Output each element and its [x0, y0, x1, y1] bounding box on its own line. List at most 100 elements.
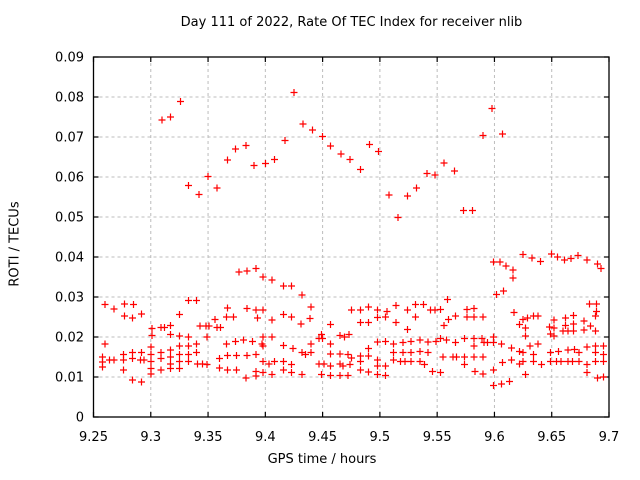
- data-point: [167, 331, 174, 338]
- data-point: [594, 374, 601, 382]
- data-point: [479, 313, 487, 321]
- data-point: [407, 349, 415, 356]
- data-point: [498, 340, 505, 348]
- data-point: [564, 346, 572, 354]
- data-point: [110, 356, 118, 364]
- data-point: [547, 330, 554, 338]
- data-point: [451, 167, 458, 175]
- data-point: [161, 324, 168, 331]
- data-point: [416, 336, 424, 344]
- y-tick-label: 0.05: [55, 211, 84, 226]
- data-point: [526, 342, 534, 350]
- data-point: [365, 368, 372, 376]
- data-point: [224, 366, 231, 374]
- data-point: [374, 362, 381, 370]
- data-point: [469, 207, 476, 214]
- data-point: [593, 308, 600, 315]
- data-point: [348, 354, 355, 362]
- data-point: [176, 351, 183, 358]
- data-point: [259, 273, 267, 281]
- data-point: [583, 256, 591, 264]
- data-point: [320, 360, 328, 368]
- data-point: [357, 366, 364, 374]
- data-point: [550, 316, 558, 324]
- data-point: [243, 352, 251, 359]
- data-point: [185, 358, 192, 365]
- data-point: [404, 192, 411, 200]
- data-point: [479, 353, 487, 361]
- data-point: [265, 360, 273, 368]
- data-point: [528, 254, 536, 262]
- data-point: [413, 184, 420, 192]
- data-point: [502, 262, 510, 270]
- data-point: [204, 173, 212, 180]
- data-point: [157, 349, 165, 356]
- data-point: [374, 371, 381, 378]
- data-point: [357, 358, 364, 365]
- data-point: [147, 370, 155, 378]
- data-point: [297, 320, 305, 328]
- data-point: [470, 305, 478, 312]
- data-point: [232, 145, 239, 153]
- data-point: [432, 338, 440, 345]
- data-point: [496, 258, 504, 266]
- data-point: [538, 361, 545, 368]
- data-point: [158, 116, 166, 124]
- data-point: [288, 313, 295, 321]
- data-point: [280, 366, 287, 374]
- data-point: [519, 316, 527, 323]
- data-point: [509, 274, 517, 282]
- y-tick-label: 0.01: [55, 371, 84, 386]
- data-point: [140, 356, 148, 364]
- data-point: [99, 363, 106, 371]
- data-point: [478, 335, 486, 342]
- data-point: [546, 323, 553, 331]
- data-point: [243, 305, 251, 312]
- data-point: [390, 356, 397, 364]
- data-point: [110, 305, 118, 313]
- data-point: [307, 340, 315, 348]
- data-point: [290, 89, 298, 96]
- data-point: [232, 338, 239, 345]
- data-point: [101, 301, 109, 308]
- data-point: [383, 308, 391, 315]
- data-point: [382, 313, 389, 321]
- data-point: [176, 365, 183, 372]
- data-point: [500, 287, 507, 295]
- data-point: [600, 351, 607, 358]
- data-point: [233, 366, 240, 374]
- data-point: [157, 355, 165, 362]
- data-point: [490, 339, 497, 346]
- data-point: [223, 313, 230, 321]
- data-point: [167, 353, 174, 361]
- chart-title: Day 111 of 2022, Rate Of TEC Index for r…: [180, 15, 523, 30]
- data-point: [600, 342, 607, 350]
- data-point: [129, 355, 136, 362]
- data-point: [499, 130, 506, 138]
- data-point: [120, 356, 127, 364]
- plot-border: [92, 56, 610, 418]
- data-point: [561, 256, 568, 264]
- data-point: [440, 159, 448, 167]
- data-point: [510, 309, 518, 316]
- data-point: [280, 342, 287, 349]
- data-point: [193, 340, 200, 348]
- data-point: [385, 191, 393, 199]
- data-point: [600, 358, 607, 365]
- data-point: [479, 132, 487, 139]
- data-point: [557, 358, 565, 365]
- data-point: [516, 321, 523, 328]
- data-point: [490, 366, 497, 374]
- data-point: [547, 358, 554, 365]
- data-point: [307, 303, 315, 311]
- data-point: [346, 361, 354, 368]
- data-point: [259, 333, 267, 341]
- data-point: [490, 382, 497, 389]
- data-point: [374, 338, 381, 346]
- data-point: [223, 340, 230, 348]
- data-point: [470, 353, 478, 361]
- data-point: [288, 361, 295, 368]
- data-point: [327, 350, 334, 358]
